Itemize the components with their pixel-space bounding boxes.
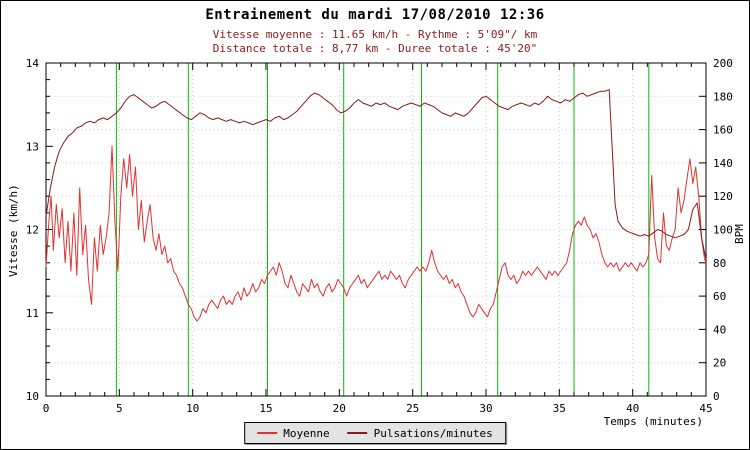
right-tick-label: 140 — [713, 157, 733, 170]
right-tick-label: 160 — [713, 124, 733, 137]
right-tick-label: 180 — [713, 90, 733, 103]
plot-frame — [45, 62, 707, 397]
x-tick-label: 25 — [406, 402, 419, 415]
legend: Moyenne Pulsations/minutes — [244, 422, 506, 444]
x-tick-label: 15 — [259, 402, 272, 415]
subtitle-distance-duration: Distance totale : 8,77 km - Duree totale… — [212, 42, 538, 55]
x-axis-label-time: Temps (minutes) — [603, 415, 703, 428]
x-tick-label: 0 — [43, 402, 50, 415]
x-tick-label: 10 — [186, 402, 199, 415]
x-tick-label: 20 — [333, 402, 346, 415]
legend-label-pulsations: Pulsations/minutes — [373, 426, 493, 440]
left-tick-label: 12 — [26, 224, 39, 237]
right-tick-label: 20 — [713, 357, 726, 370]
right-tick-label: 40 — [713, 323, 726, 336]
right-tick-label: 120 — [713, 190, 733, 203]
moyenne-line-swatch — [257, 432, 278, 434]
right-tick-label: 100 — [713, 224, 733, 237]
legend-label-moyenne: Moyenne — [283, 426, 330, 440]
pulsations-line — [45, 89, 707, 260]
right-tick-label: 80 — [713, 257, 726, 270]
legend-item-moyenne: Moyenne — [257, 426, 330, 440]
x-tick-label: 35 — [553, 402, 566, 415]
x-tick-label: 30 — [479, 402, 492, 415]
y-axis-label-bpm: BPM — [733, 224, 746, 244]
page-title: Entrainement du mardi 17/08/2010 12:36 — [205, 7, 545, 23]
left-tick-label: 13 — [26, 140, 39, 153]
x-tick-label: 5 — [116, 402, 123, 415]
subtitle-speed-pace: Vitesse moyenne : 11.65 km/h - Rythme : … — [212, 28, 538, 41]
left-tick-label: 10 — [26, 390, 39, 403]
x-tick-label: 40 — [626, 402, 639, 415]
right-tick-label: 0 — [713, 390, 720, 403]
legend-item-pulsations: Pulsations/minutes — [347, 426, 493, 440]
pulsations-line-swatch — [347, 432, 368, 434]
left-tick-label: 14 — [26, 57, 40, 70]
right-tick-label: 60 — [713, 290, 726, 303]
left-tick-label: 11 — [26, 307, 39, 320]
moyenne-line — [45, 145, 707, 322]
y-axis-label-speed: Vitesse (km/h) — [7, 184, 20, 277]
x-tick-label: 45 — [699, 402, 712, 415]
right-tick-label: 200 — [713, 57, 733, 70]
